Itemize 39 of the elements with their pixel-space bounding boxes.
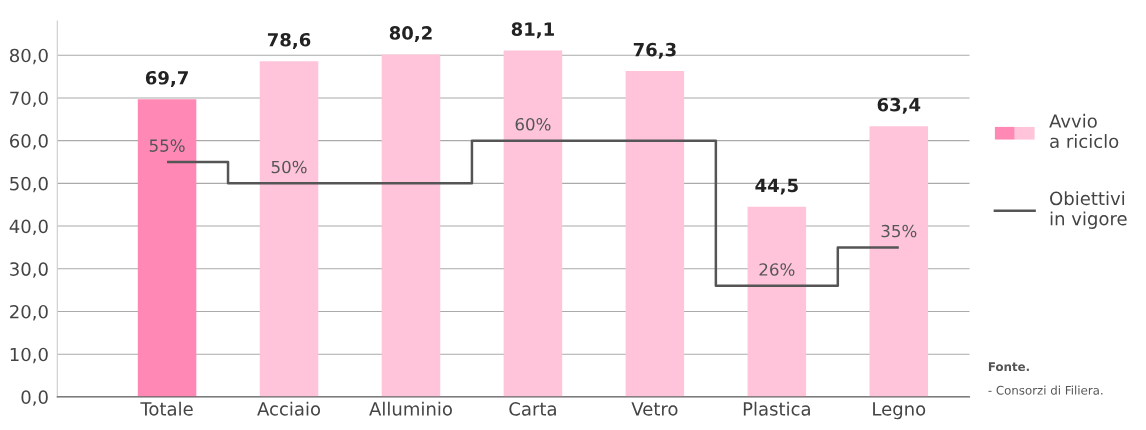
x-tick-label: Plastica [743, 401, 810, 416]
data-label: 55% [149, 139, 185, 152]
data-label: 35% [881, 224, 917, 238]
bar [747, 206, 807, 397]
bar [503, 50, 563, 397]
data-label: 60% [515, 117, 551, 131]
data-label: 69,7 [145, 70, 188, 87]
x-tick-label: Vetro [631, 402, 678, 416]
bar [381, 54, 441, 397]
y-tick-label: 0,0 [21, 390, 48, 406]
data-label: 76,3 [633, 42, 676, 59]
legend-label: Avvio a riciclo [1049, 113, 1119, 149]
data-label: 44,5 [755, 178, 798, 195]
data-label: 50% [271, 160, 307, 174]
text: - Consorzi di Filiera. [988, 385, 1103, 395]
x-tick-label: Alluminio [369, 401, 452, 416]
x-tick-label: Acciaio [257, 401, 321, 416]
bar [869, 126, 929, 397]
source-note: Fonte. [988, 362, 1029, 372]
y-tick-label: 30,0 [10, 262, 48, 278]
x-tick-label: Carta [509, 402, 556, 416]
legend-label: Obiettivi in vigore [1050, 191, 1127, 229]
y-tick-label: 70,0 [10, 91, 48, 107]
x-tick-label: Legno [873, 402, 926, 420]
y-tick-label: 60,0 [10, 134, 48, 150]
data-label: 78,6 [267, 32, 311, 49]
y-tick-label: 20,0 [10, 304, 48, 321]
bar [259, 61, 319, 397]
data-label: 80,2 [389, 26, 432, 43]
y-tick-label: 10,0 [10, 347, 48, 364]
y-tick-label: 50,0 [10, 176, 48, 193]
data-label: 81,1 [511, 22, 554, 39]
bar [137, 99, 197, 397]
x-tick-label: Totale [140, 401, 193, 416]
y-tick-label: 80,0 [9, 48, 48, 65]
y-tick-label: 40,0 [9, 219, 48, 236]
data-label: 63,4 [877, 97, 921, 114]
data-label: 26% [759, 263, 795, 276]
bar [625, 71, 685, 397]
